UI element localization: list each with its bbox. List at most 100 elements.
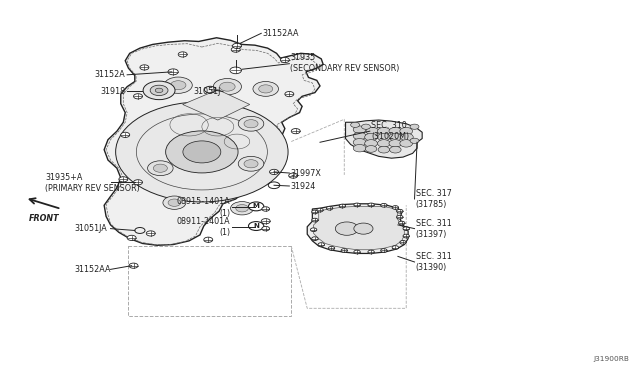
Circle shape xyxy=(140,65,149,70)
Text: 31051J: 31051J xyxy=(194,87,221,96)
Circle shape xyxy=(127,235,136,240)
Circle shape xyxy=(248,222,264,231)
Text: 31152AA: 31152AA xyxy=(262,29,299,38)
Circle shape xyxy=(244,160,258,168)
Circle shape xyxy=(116,102,288,202)
Circle shape xyxy=(232,43,241,48)
Circle shape xyxy=(312,210,318,214)
Circle shape xyxy=(168,69,178,75)
Circle shape xyxy=(378,134,390,141)
Circle shape xyxy=(381,248,387,252)
Circle shape xyxy=(365,140,378,147)
Text: 31051JA: 31051JA xyxy=(74,224,107,233)
Circle shape xyxy=(262,227,269,231)
Circle shape xyxy=(341,248,348,252)
Circle shape xyxy=(238,116,264,131)
Circle shape xyxy=(220,82,235,91)
Polygon shape xyxy=(104,38,323,245)
Circle shape xyxy=(269,169,278,174)
Circle shape xyxy=(353,132,366,140)
Circle shape xyxy=(121,132,130,137)
Text: 31152AA: 31152AA xyxy=(74,265,111,274)
Circle shape xyxy=(366,128,379,135)
Circle shape xyxy=(143,81,175,100)
Circle shape xyxy=(335,222,358,235)
Text: M: M xyxy=(253,203,260,209)
Circle shape xyxy=(261,219,270,224)
Circle shape xyxy=(150,85,168,96)
Text: 31152A: 31152A xyxy=(95,70,125,79)
Polygon shape xyxy=(182,90,250,120)
Text: SEC. 311
(31397): SEC. 311 (31397) xyxy=(416,219,452,239)
Circle shape xyxy=(248,202,264,211)
Circle shape xyxy=(291,129,300,134)
Circle shape xyxy=(259,85,273,93)
Circle shape xyxy=(231,47,240,52)
Circle shape xyxy=(354,250,360,254)
Circle shape xyxy=(289,173,298,178)
Circle shape xyxy=(318,243,324,246)
Text: N: N xyxy=(253,223,259,229)
Circle shape xyxy=(403,234,410,238)
Circle shape xyxy=(328,246,335,250)
Circle shape xyxy=(400,240,406,244)
Circle shape xyxy=(262,207,269,211)
Circle shape xyxy=(285,92,294,97)
Circle shape xyxy=(164,77,192,93)
Circle shape xyxy=(178,52,187,57)
Text: 31997X: 31997X xyxy=(290,169,321,177)
Circle shape xyxy=(389,134,402,141)
Circle shape xyxy=(170,81,186,90)
Circle shape xyxy=(397,215,403,219)
Circle shape xyxy=(147,231,156,236)
Circle shape xyxy=(238,156,264,171)
Circle shape xyxy=(183,141,221,163)
Circle shape xyxy=(129,263,138,268)
Circle shape xyxy=(378,128,390,135)
Circle shape xyxy=(410,124,419,129)
Circle shape xyxy=(368,250,374,254)
Circle shape xyxy=(389,128,402,135)
Text: 31918: 31918 xyxy=(100,87,125,96)
Circle shape xyxy=(401,134,413,141)
Circle shape xyxy=(148,161,173,176)
Circle shape xyxy=(310,228,317,232)
Circle shape xyxy=(354,203,360,207)
Text: 31935
(SECONDARY REV SENSOR): 31935 (SECONDARY REV SENSOR) xyxy=(290,53,399,73)
Circle shape xyxy=(410,138,419,143)
Circle shape xyxy=(168,199,180,206)
Circle shape xyxy=(244,120,258,128)
Circle shape xyxy=(156,88,163,93)
Circle shape xyxy=(365,134,378,141)
Circle shape xyxy=(390,146,401,153)
Text: SEC. 311
(31390): SEC. 311 (31390) xyxy=(416,252,452,272)
Circle shape xyxy=(381,203,387,207)
Circle shape xyxy=(213,78,241,95)
Circle shape xyxy=(365,145,377,152)
Text: SEC. 317
(31785): SEC. 317 (31785) xyxy=(416,189,452,209)
Circle shape xyxy=(389,140,402,147)
Circle shape xyxy=(280,57,289,62)
Circle shape xyxy=(378,146,390,153)
Circle shape xyxy=(353,126,366,134)
Circle shape xyxy=(354,223,373,234)
Circle shape xyxy=(312,218,318,222)
Circle shape xyxy=(400,128,413,135)
Circle shape xyxy=(236,205,248,212)
Circle shape xyxy=(230,202,253,215)
Circle shape xyxy=(134,94,143,99)
Polygon shape xyxy=(314,206,404,250)
Circle shape xyxy=(312,237,318,240)
Text: 31924: 31924 xyxy=(290,182,316,190)
Circle shape xyxy=(326,206,333,210)
Circle shape xyxy=(362,124,371,129)
Circle shape xyxy=(119,177,128,182)
Circle shape xyxy=(399,221,405,225)
Circle shape xyxy=(230,67,241,74)
Text: 31935+A
(PRIMARY REV SENSOR): 31935+A (PRIMARY REV SENSOR) xyxy=(45,173,140,193)
Circle shape xyxy=(134,180,143,185)
Text: J31900RB: J31900RB xyxy=(594,356,630,362)
Circle shape xyxy=(368,203,374,207)
Circle shape xyxy=(163,196,186,209)
Circle shape xyxy=(317,208,323,212)
